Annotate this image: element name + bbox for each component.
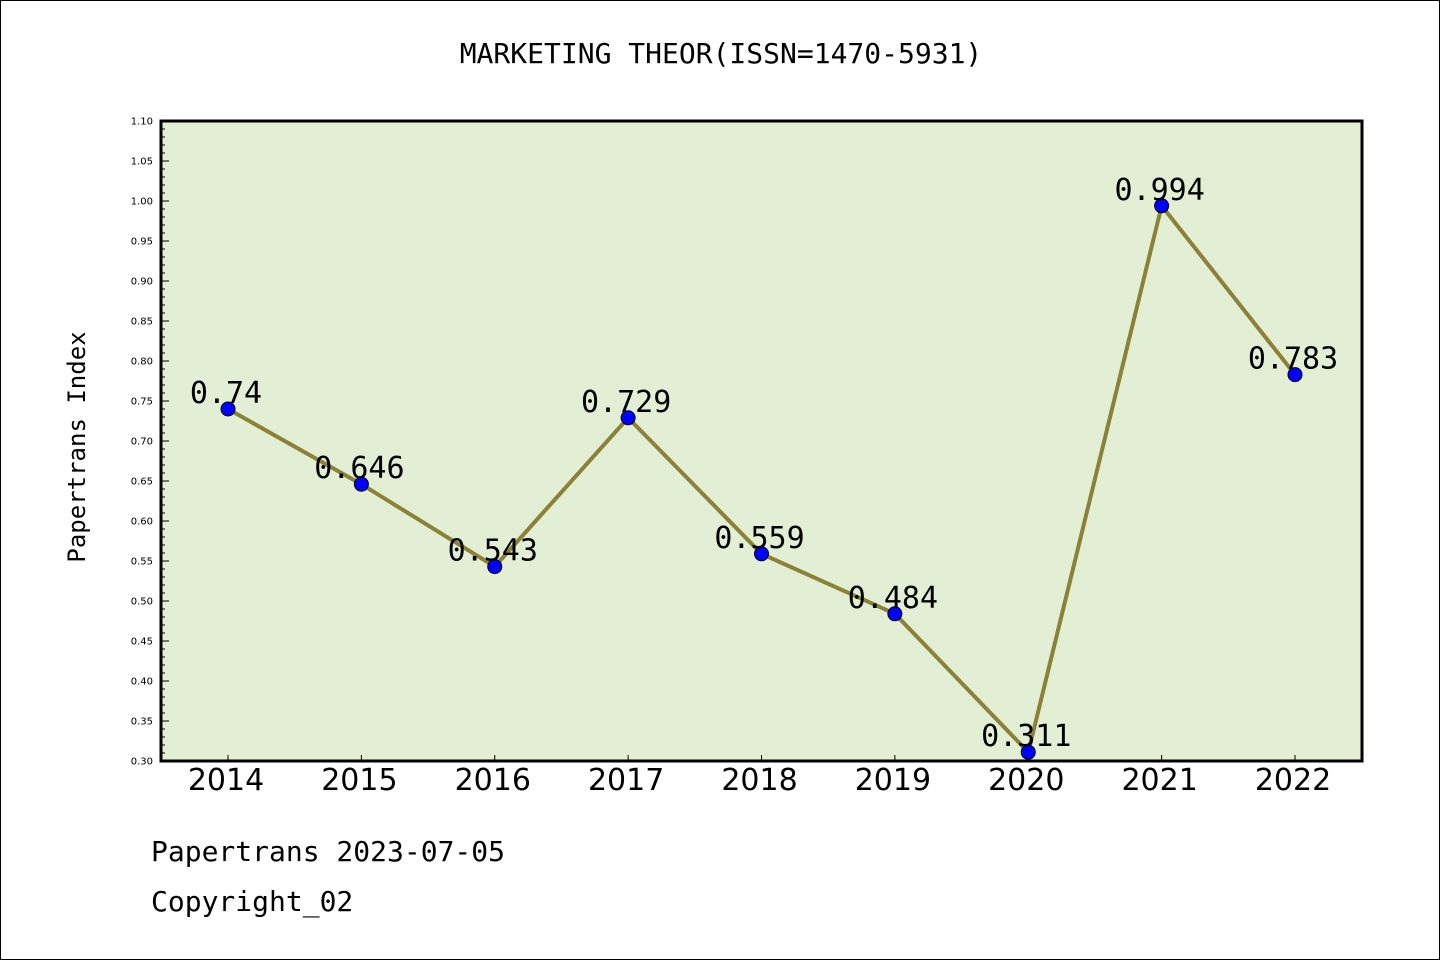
data-labels-group: 0.74 0.646 0.543 0.729 0.559 0.484 0.311 0.994 0… (190, 173, 1338, 754)
data-point (487, 559, 503, 575)
y-tick-label: 0.95 (131, 237, 153, 248)
y-axis: 0.30 0.35 0.40 0.45 0.50 0.55 0.60 0.65 0.70 0.75… (131, 117, 169, 768)
data-label: 0.729 (581, 385, 671, 420)
y-tick-label: 0.90 (131, 277, 153, 288)
x-tick-label: 2018 (721, 763, 797, 798)
y-tick-label: 0.85 (131, 317, 153, 328)
data-label: 0.484 (848, 581, 938, 616)
data-point (353, 476, 369, 492)
y-tick-label: 0.35 (131, 717, 153, 728)
data-point (754, 546, 769, 562)
chart-title: MARKETING THEOR(ISSN=1470-5931) (459, 37, 983, 70)
y-tick-label: 0.65 (131, 477, 153, 488)
x-tick-label: 2019 (855, 763, 931, 798)
data-label: 0.74 (190, 376, 262, 411)
markers-group (220, 198, 1303, 760)
data-point (1020, 744, 1036, 760)
y-tick-label: 0.60 (131, 517, 153, 528)
footer-copyright: Copyright_02 (151, 885, 354, 918)
x-axis: 2014 2015 2016 2017 2018 2019 2020 2021 2022 (188, 755, 1331, 798)
x-tick-label: 2015 (321, 763, 397, 798)
y-tick-label: 1.05 (131, 157, 153, 168)
data-label: 0.559 (714, 521, 804, 556)
data-point (620, 410, 636, 426)
data-label: 0.543 (448, 534, 538, 569)
y-tick-label: 0.30 (131, 757, 153, 768)
y-tick-label: 0.50 (131, 597, 153, 608)
x-tick-label: 2022 (1255, 763, 1331, 798)
y-tick-label: 0.40 (131, 677, 153, 688)
y-tick-label: 1.10 (131, 117, 153, 128)
data-label: 0.994 (1114, 173, 1204, 208)
data-point (1154, 198, 1170, 214)
plot-area (161, 121, 1362, 761)
data-label: 0.311 (981, 719, 1071, 754)
x-tick-label: 2020 (988, 763, 1064, 798)
y-tick-label: 1.00 (131, 197, 153, 208)
footer-source: Papertrans 2023-07-05 (151, 835, 506, 868)
y-tick-label: 0.55 (131, 557, 153, 568)
y-tick-label: 0.45 (131, 637, 153, 648)
y-tick-label: 0.70 (131, 437, 153, 448)
plot-frame (159, 119, 1364, 763)
data-label: 0.783 (1248, 342, 1338, 377)
x-tick-label: 2021 (1121, 763, 1197, 798)
x-tick-label: 2016 (455, 763, 531, 798)
x-tick-label: 2017 (588, 763, 664, 798)
y-tick-label: 0.75 (131, 397, 153, 408)
data-point (1287, 367, 1303, 383)
data-label: 0.646 (314, 451, 404, 486)
data-point (887, 606, 903, 622)
y-tick-label: 0.80 (131, 357, 153, 368)
data-point (220, 401, 236, 417)
x-tick-label: 2014 (188, 763, 264, 798)
